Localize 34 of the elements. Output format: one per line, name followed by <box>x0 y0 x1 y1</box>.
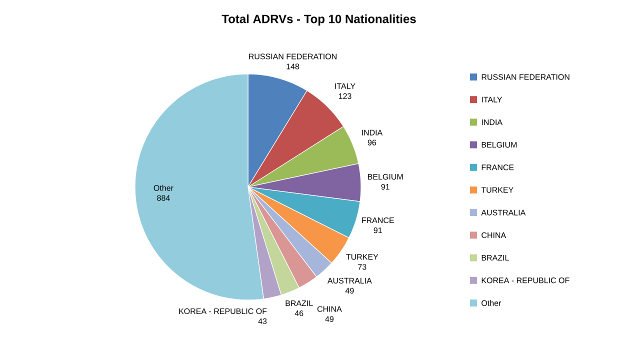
slice-label: FRANCE <box>362 217 394 224</box>
legend-label: KOREA - REPUBLIC OF <box>482 278 570 284</box>
data-label: 49 <box>325 316 334 322</box>
chart-title: Total ADRVs - Top 10 Nationalities <box>222 14 416 26</box>
slice-label: KOREA - REPUBLIC OF <box>179 308 267 314</box>
data-label: 91 <box>374 227 382 234</box>
legend-label: BRAZIL <box>482 255 509 261</box>
slice-label: ITALY <box>335 83 356 89</box>
legend-label: TURKEY <box>481 187 514 193</box>
data-label: 96 <box>368 140 376 146</box>
slice-label: BELGIUM <box>368 174 403 180</box>
legend-label: ITALY <box>482 96 502 102</box>
slice-label: TURKEY <box>346 254 378 260</box>
slice-label: BRAZIL <box>286 300 313 306</box>
slice-label: INDIA <box>362 130 383 136</box>
data-label: 46 <box>294 310 304 316</box>
slice-label: Other <box>154 184 174 191</box>
data-label: 73 <box>358 264 366 270</box>
data-label: 123 <box>338 93 352 99</box>
legend-label: CHINA <box>482 232 506 238</box>
legend-label: AUSTRALIA <box>481 210 526 216</box>
slice-label: AUSTRALIA <box>327 278 372 284</box>
legend-label: BELGIUM <box>482 142 517 148</box>
data-label: 148 <box>286 64 300 70</box>
legend-label: RUSSIAN FEDERATION <box>482 74 570 80</box>
data-label: 49 <box>345 288 354 294</box>
legend-label: Other <box>482 300 502 306</box>
slice-label: CHINA <box>317 306 342 312</box>
slice-label: RUSSIAN FEDERATION <box>249 54 336 60</box>
legend-label: INDIA <box>482 119 503 125</box>
legend-label: FRANCE <box>482 164 514 170</box>
data-label: 884 <box>157 195 170 201</box>
data-label: 91 <box>381 184 390 190</box>
data-label: 43 <box>258 318 267 324</box>
